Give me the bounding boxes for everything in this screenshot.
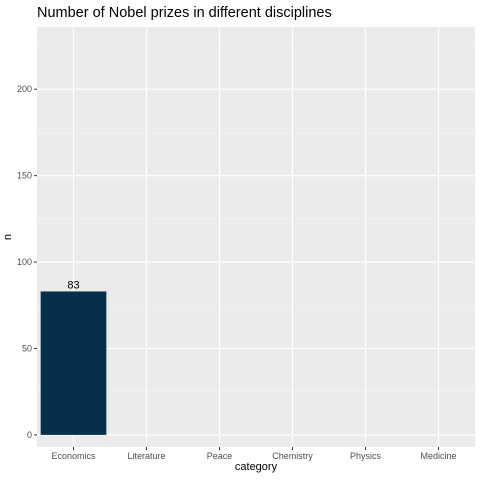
y-tick-label: 150 — [17, 171, 32, 181]
y-tick-label: 100 — [17, 257, 32, 267]
y-axis-title: n — [2, 234, 14, 240]
x-axis-title: category — [235, 461, 278, 473]
bar-labels: 83 — [67, 279, 79, 291]
chart-title: Number of Nobel prizes in different disc… — [37, 5, 332, 21]
bar-value-label: 83 — [67, 279, 79, 291]
bar-economics — [40, 291, 107, 435]
y-tick-label: 0 — [27, 430, 32, 440]
bars — [40, 291, 107, 435]
x-axis: Economics Literature Peace Chemistry Physics… — [51, 447, 457, 461]
plot-panel — [37, 27, 475, 447]
x-tick-label: Peace — [207, 451, 233, 461]
y-tick-label: 200 — [17, 84, 32, 94]
x-tick-label: Chemistry — [272, 451, 313, 461]
y-axis: 0 50 100 150 200 — [17, 84, 37, 440]
x-tick-label: Physics — [350, 451, 382, 461]
x-tick-label: Economics — [51, 451, 96, 461]
x-tick-label: Medicine — [420, 451, 456, 461]
y-tick-label: 50 — [22, 343, 32, 353]
x-tick-label: Literature — [127, 451, 165, 461]
